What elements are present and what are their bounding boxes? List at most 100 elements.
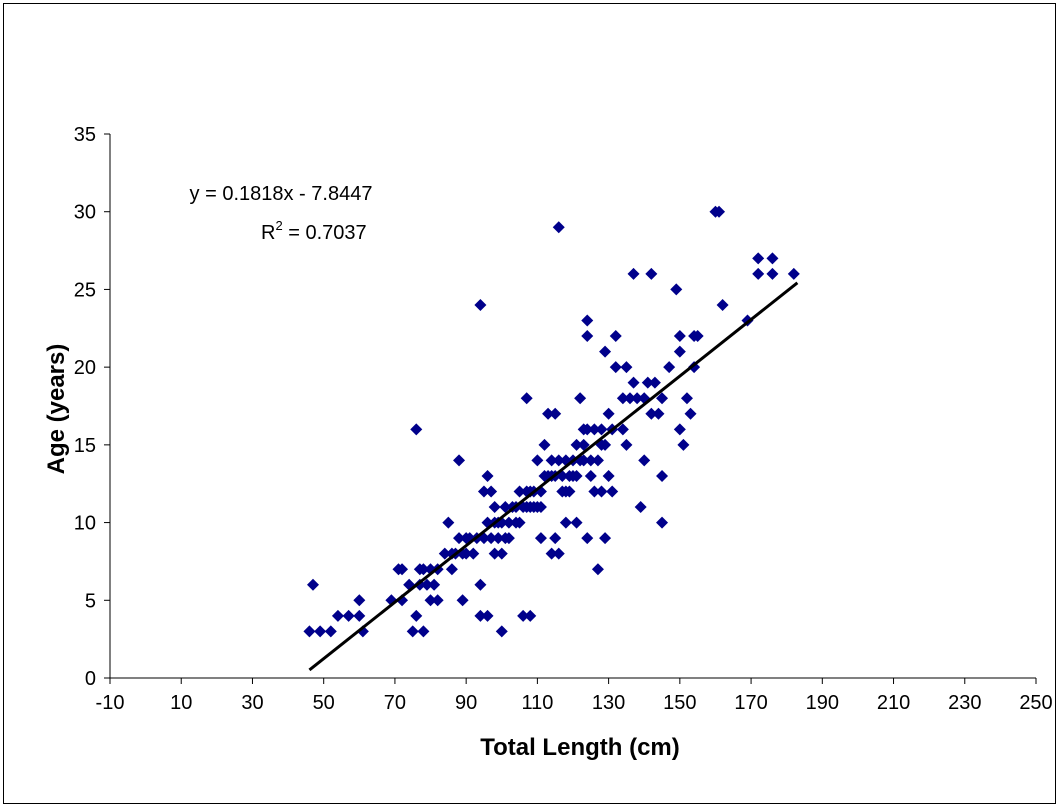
data-point bbox=[307, 578, 320, 591]
y-tick-label: 0 bbox=[85, 668, 96, 690]
data-point bbox=[652, 407, 665, 420]
data-point bbox=[474, 578, 487, 591]
data-point bbox=[474, 609, 487, 622]
r2-suffix: = 0.7037 bbox=[283, 222, 367, 244]
data-point bbox=[331, 609, 344, 622]
x-tick-label: 150 bbox=[663, 692, 696, 714]
data-point bbox=[417, 563, 430, 576]
data-point bbox=[517, 609, 530, 622]
data-point bbox=[691, 330, 704, 343]
data-point bbox=[623, 392, 636, 405]
x-tick-label: 50 bbox=[313, 692, 335, 714]
data-point bbox=[627, 267, 640, 280]
data-point bbox=[595, 485, 608, 498]
data-point bbox=[488, 501, 501, 514]
data-point bbox=[485, 532, 498, 545]
data-point bbox=[492, 532, 505, 545]
data-point bbox=[502, 532, 515, 545]
data-point bbox=[577, 438, 590, 451]
data-point bbox=[410, 423, 423, 436]
data-point bbox=[488, 547, 501, 560]
data-point bbox=[713, 205, 726, 218]
data-point bbox=[766, 267, 779, 280]
x-tick-label: 170 bbox=[734, 692, 767, 714]
data-point bbox=[549, 407, 562, 420]
data-point bbox=[716, 298, 729, 311]
data-point bbox=[406, 625, 419, 638]
data-point bbox=[581, 532, 594, 545]
x-tick-label: 190 bbox=[806, 692, 839, 714]
data-point bbox=[584, 454, 597, 467]
data-point bbox=[641, 376, 654, 389]
data-point bbox=[431, 594, 444, 607]
data-point bbox=[631, 392, 644, 405]
trendline-group bbox=[308, 281, 799, 672]
data-point bbox=[420, 578, 433, 591]
data-point bbox=[588, 423, 601, 436]
data-point bbox=[645, 407, 658, 420]
axes: 0 5 10 15 20 25 30 35 -10 10 30 50 70 90 110 130 150 170 1… bbox=[74, 124, 1053, 714]
data-point bbox=[599, 438, 612, 451]
data-point bbox=[581, 330, 594, 343]
data-point bbox=[499, 501, 512, 514]
data-point bbox=[595, 423, 608, 436]
data-point bbox=[570, 438, 583, 451]
data-point bbox=[634, 501, 647, 514]
x-tick-label: -10 bbox=[96, 692, 125, 714]
data-point bbox=[477, 485, 490, 498]
data-point bbox=[752, 267, 765, 280]
data-point bbox=[638, 454, 651, 467]
trendline bbox=[308, 281, 799, 672]
data-point bbox=[577, 454, 590, 467]
data-point bbox=[766, 252, 779, 265]
data-point bbox=[314, 625, 327, 638]
data-point bbox=[574, 392, 587, 405]
x-tick-label: 130 bbox=[592, 692, 625, 714]
data-point bbox=[752, 252, 765, 265]
data-point bbox=[524, 609, 537, 622]
r2-prefix: R bbox=[261, 222, 275, 244]
data-point bbox=[453, 532, 466, 545]
data-point bbox=[353, 594, 366, 607]
data-point bbox=[616, 392, 629, 405]
data-point bbox=[456, 594, 469, 607]
y-tick-label: 15 bbox=[74, 435, 96, 457]
data-point bbox=[438, 547, 451, 560]
x-tick-label: 10 bbox=[170, 692, 192, 714]
data-point bbox=[599, 532, 612, 545]
data-point bbox=[545, 454, 558, 467]
data-point bbox=[342, 609, 355, 622]
data-point bbox=[502, 516, 515, 529]
data-point bbox=[481, 469, 494, 482]
data-point bbox=[673, 330, 686, 343]
x-tick-label: 230 bbox=[948, 692, 981, 714]
data-point bbox=[616, 423, 629, 436]
y-tick-label: 30 bbox=[74, 202, 96, 224]
data-point bbox=[545, 547, 558, 560]
data-point bbox=[609, 330, 622, 343]
data-point bbox=[552, 454, 565, 467]
labels: y = 0.1818x - 7.8447 R2 = 0.7037 Total L… bbox=[43, 183, 680, 761]
y-axis-title: Age (years) bbox=[43, 344, 70, 475]
data-point bbox=[673, 345, 686, 358]
data-point bbox=[460, 547, 473, 560]
data-point bbox=[410, 609, 423, 622]
data-point bbox=[445, 563, 458, 576]
data-point bbox=[513, 485, 526, 498]
data-point bbox=[534, 532, 547, 545]
data-point bbox=[485, 485, 498, 498]
data-point bbox=[581, 314, 594, 327]
r2-superscript: 2 bbox=[275, 218, 282, 233]
data-point bbox=[552, 547, 565, 560]
data-point bbox=[520, 392, 533, 405]
data-point bbox=[531, 454, 544, 467]
data-point bbox=[591, 563, 604, 576]
data-point bbox=[495, 625, 508, 638]
data-point bbox=[428, 578, 441, 591]
data-points bbox=[303, 205, 800, 638]
x-tick-label: 210 bbox=[877, 692, 910, 714]
data-point bbox=[538, 438, 551, 451]
data-point bbox=[656, 516, 669, 529]
data-point bbox=[680, 392, 693, 405]
data-point bbox=[474, 298, 487, 311]
